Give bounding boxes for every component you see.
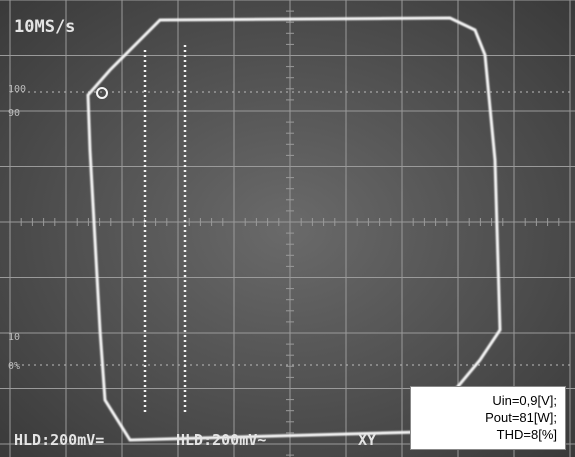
- scale-label: 90: [8, 108, 20, 119]
- sample-rate: 10MS/s: [14, 17, 75, 37]
- status-mode: XY: [358, 431, 376, 449]
- caption-box: Uin=0,9[V]; Pout=81[W]; THD=8[%]: [410, 386, 566, 450]
- caption-line: Uin=0,9[V];: [411, 392, 557, 409]
- caption-line: Pout=81[W];: [411, 409, 557, 426]
- scale-label: 0%: [8, 361, 20, 372]
- oscilloscope-screenshot: 10MS/s 100 90 10 0% HLD:200mV= HLD:200mV…: [0, 0, 575, 457]
- status-ch1: HLD:200mV=: [14, 431, 104, 449]
- status-ch2: HLD:200mV~: [176, 431, 266, 449]
- scale-label: 10: [8, 332, 20, 343]
- scale-label: 100: [8, 84, 26, 95]
- caption-line: THD=8[%]: [411, 426, 557, 443]
